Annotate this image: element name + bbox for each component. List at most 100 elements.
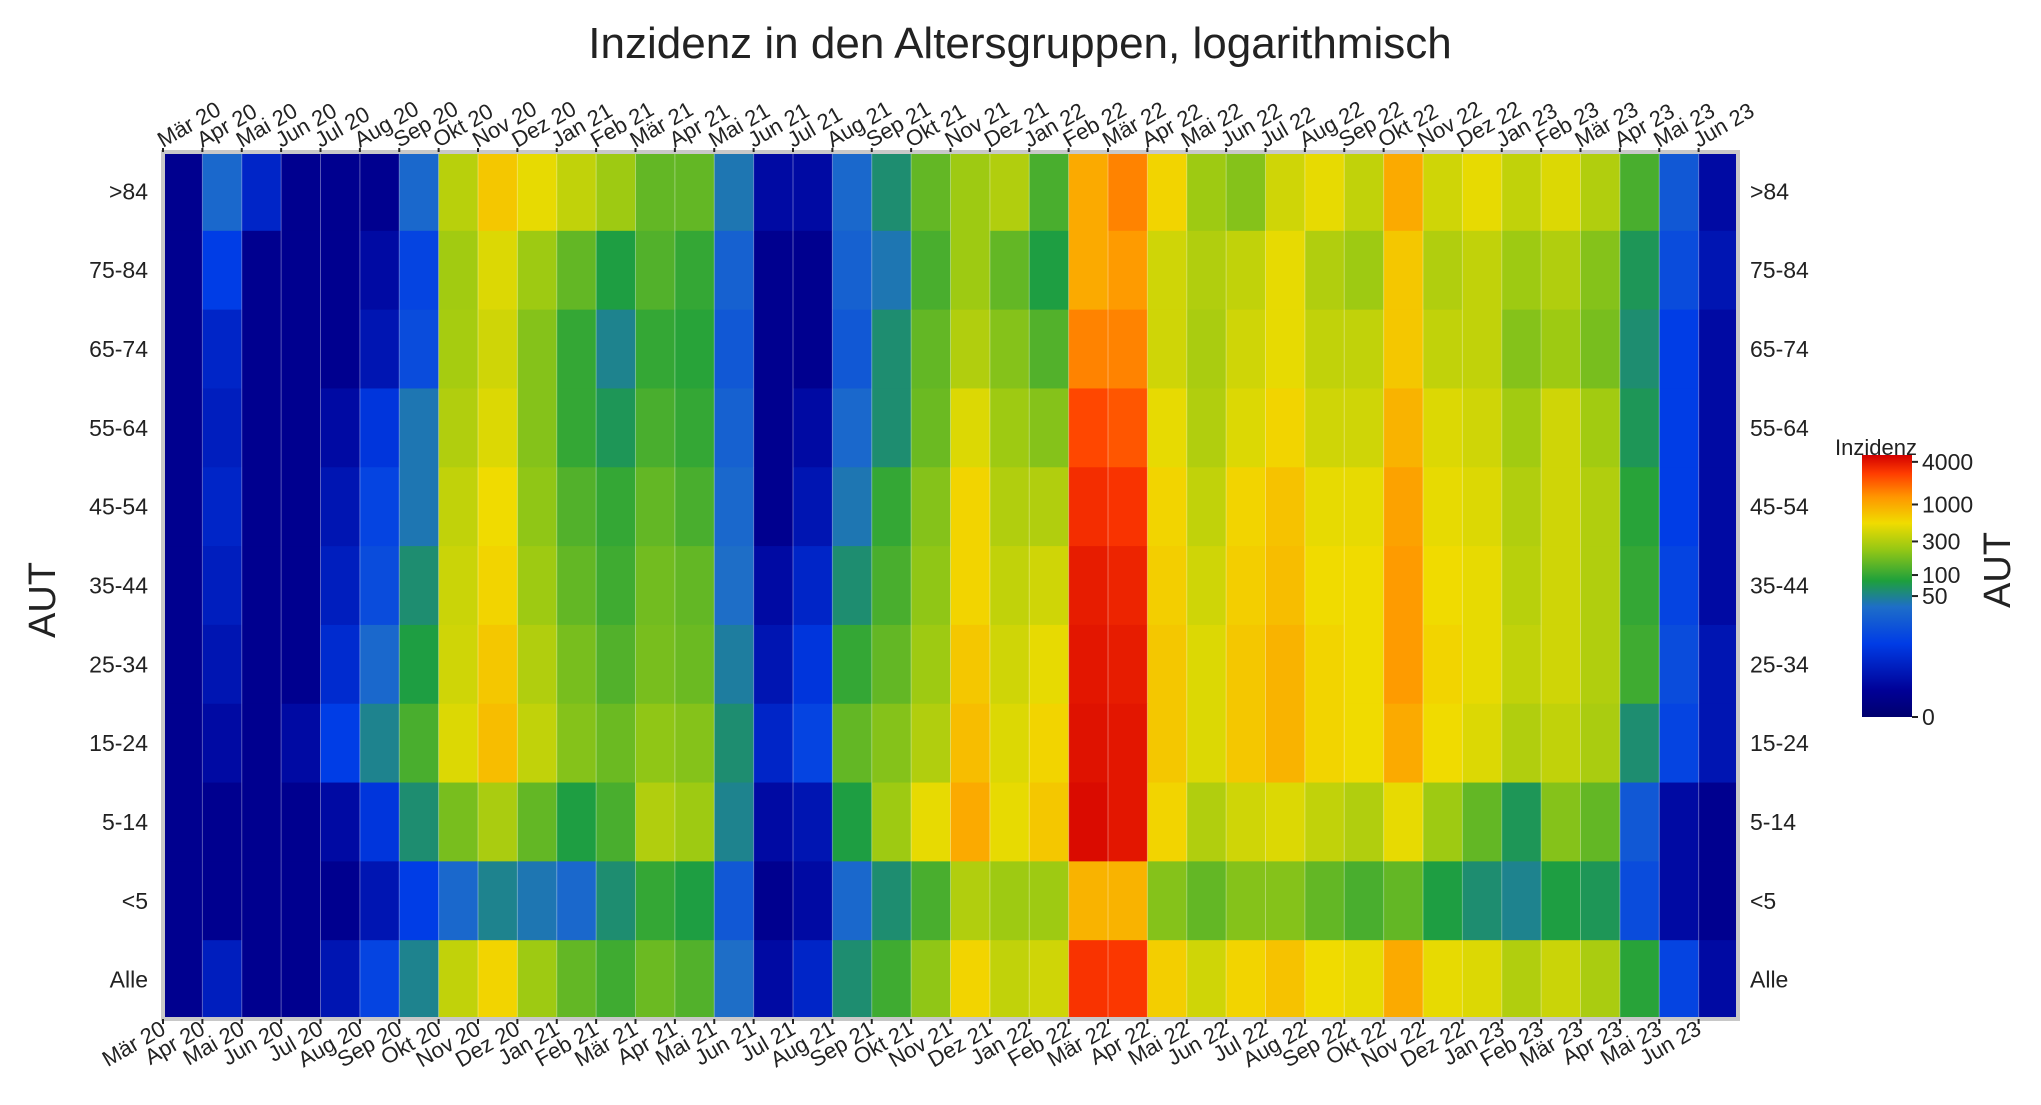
heatmap-cell bbox=[1541, 152, 1582, 232]
heatmap-cell bbox=[1108, 546, 1148, 626]
heatmap-cell bbox=[163, 546, 203, 626]
row-label: 15-24 bbox=[89, 730, 148, 756]
heatmap-cell bbox=[1304, 861, 1345, 941]
heatmap-cell bbox=[1383, 467, 1424, 547]
heatmap-cell bbox=[1068, 940, 1109, 1020]
heatmap-cell bbox=[1423, 782, 1463, 862]
heatmap-cell bbox=[1304, 388, 1345, 468]
heatmap-cell bbox=[202, 467, 243, 547]
heatmap-cell bbox=[241, 861, 282, 941]
heatmap-cell bbox=[871, 624, 912, 705]
heatmap-cell bbox=[517, 546, 558, 626]
heatmap-cell bbox=[281, 309, 322, 390]
row-label: Alle bbox=[110, 967, 148, 993]
heatmap-cell bbox=[1147, 940, 1188, 1020]
heatmap-cell bbox=[1265, 861, 1306, 941]
heatmap-cell bbox=[911, 230, 952, 311]
heatmap-cell bbox=[1265, 624, 1306, 705]
heatmap-cell bbox=[517, 861, 558, 941]
heatmap-cell bbox=[1029, 782, 1070, 862]
y-axis-label-right: AUT bbox=[1977, 532, 2019, 608]
heatmap-cell bbox=[1619, 388, 1660, 468]
heatmap-cell bbox=[1029, 309, 1070, 390]
heatmap-cell bbox=[1344, 861, 1385, 941]
heatmap-cell bbox=[793, 703, 833, 784]
heatmap-cell bbox=[1344, 152, 1385, 232]
heatmap-cell bbox=[832, 940, 873, 1020]
heatmap-cell bbox=[1659, 309, 1700, 390]
heatmap-cell bbox=[753, 940, 794, 1020]
heatmap-cell bbox=[1029, 861, 1070, 941]
heatmap-cell bbox=[281, 782, 322, 862]
heatmap-cell bbox=[1698, 782, 1739, 862]
heatmap-cell bbox=[1580, 388, 1621, 468]
heatmap-cell bbox=[281, 861, 322, 941]
heatmap-cell bbox=[714, 546, 755, 626]
heatmap-cell bbox=[1108, 861, 1148, 941]
heatmap-cell bbox=[556, 230, 597, 311]
heatmap-cell bbox=[793, 467, 833, 547]
heatmap-cell bbox=[1147, 624, 1188, 705]
heatmap-cell bbox=[1423, 230, 1463, 311]
heatmap-cell bbox=[1029, 546, 1070, 626]
heatmap-cell bbox=[1541, 230, 1582, 311]
heatmap-cell bbox=[1147, 467, 1188, 547]
heatmap-cell bbox=[438, 940, 479, 1020]
heatmap-cell bbox=[989, 624, 1030, 705]
heatmap-cell bbox=[793, 782, 833, 862]
heatmap-cell bbox=[1659, 861, 1700, 941]
heatmap-cell bbox=[911, 388, 952, 468]
heatmap-cell bbox=[320, 940, 361, 1020]
heatmap-cell bbox=[556, 861, 597, 941]
heatmap-cell bbox=[635, 546, 676, 626]
heatmap-cell bbox=[1580, 467, 1621, 547]
heatmap-cell bbox=[281, 624, 322, 705]
heatmap-cell bbox=[674, 309, 715, 390]
heatmap-cell bbox=[753, 782, 794, 862]
heatmap-cell bbox=[1108, 624, 1148, 705]
heatmap-cell bbox=[281, 546, 322, 626]
heatmap-cell bbox=[1108, 388, 1148, 468]
heatmap-cell bbox=[1068, 624, 1109, 705]
heatmap-cell bbox=[911, 703, 952, 784]
heatmap-cell bbox=[635, 230, 676, 311]
heatmap-cell bbox=[1226, 230, 1267, 311]
heatmap-cell bbox=[911, 309, 952, 390]
heatmap-cell bbox=[1226, 546, 1267, 626]
heatmap-cell bbox=[753, 546, 794, 626]
heatmap-cell bbox=[1383, 703, 1424, 784]
heatmap-cell bbox=[478, 309, 518, 390]
heatmap-cell bbox=[911, 467, 952, 547]
heatmap-cell bbox=[1147, 152, 1188, 232]
heatmap-cell bbox=[1462, 782, 1503, 862]
heatmap-cell bbox=[281, 940, 322, 1020]
heatmap-cell bbox=[871, 152, 912, 232]
heatmap-cell bbox=[950, 782, 991, 862]
heatmap-cell bbox=[1383, 309, 1424, 390]
heatmap-cell bbox=[950, 861, 991, 941]
heatmap-cell bbox=[1304, 467, 1345, 547]
heatmap-cell bbox=[793, 861, 833, 941]
heatmap-cell bbox=[438, 152, 479, 232]
heatmap-cell bbox=[1698, 546, 1739, 626]
heatmap-cell bbox=[832, 309, 873, 390]
heatmap-cell bbox=[832, 388, 873, 468]
heatmap-cell bbox=[1186, 467, 1227, 547]
heatmap-cell bbox=[1029, 624, 1070, 705]
heatmap-cell bbox=[989, 782, 1030, 862]
row-label: 5-14 bbox=[102, 809, 148, 835]
heatmap-cell bbox=[714, 624, 755, 705]
heatmap-cell bbox=[241, 230, 282, 311]
heatmap-cell bbox=[596, 309, 637, 390]
heatmap-cell bbox=[1423, 940, 1463, 1020]
heatmap-cell bbox=[911, 782, 952, 862]
heatmap-cell bbox=[1304, 624, 1345, 705]
heatmap-cell bbox=[1501, 940, 1542, 1020]
heatmap-cell bbox=[478, 546, 518, 626]
heatmap-cell bbox=[1462, 546, 1503, 626]
row-label: 35-44 bbox=[89, 573, 148, 599]
heatmap-cell bbox=[281, 152, 322, 232]
heatmap-cell bbox=[1265, 703, 1306, 784]
heatmap-cell bbox=[1186, 861, 1227, 941]
